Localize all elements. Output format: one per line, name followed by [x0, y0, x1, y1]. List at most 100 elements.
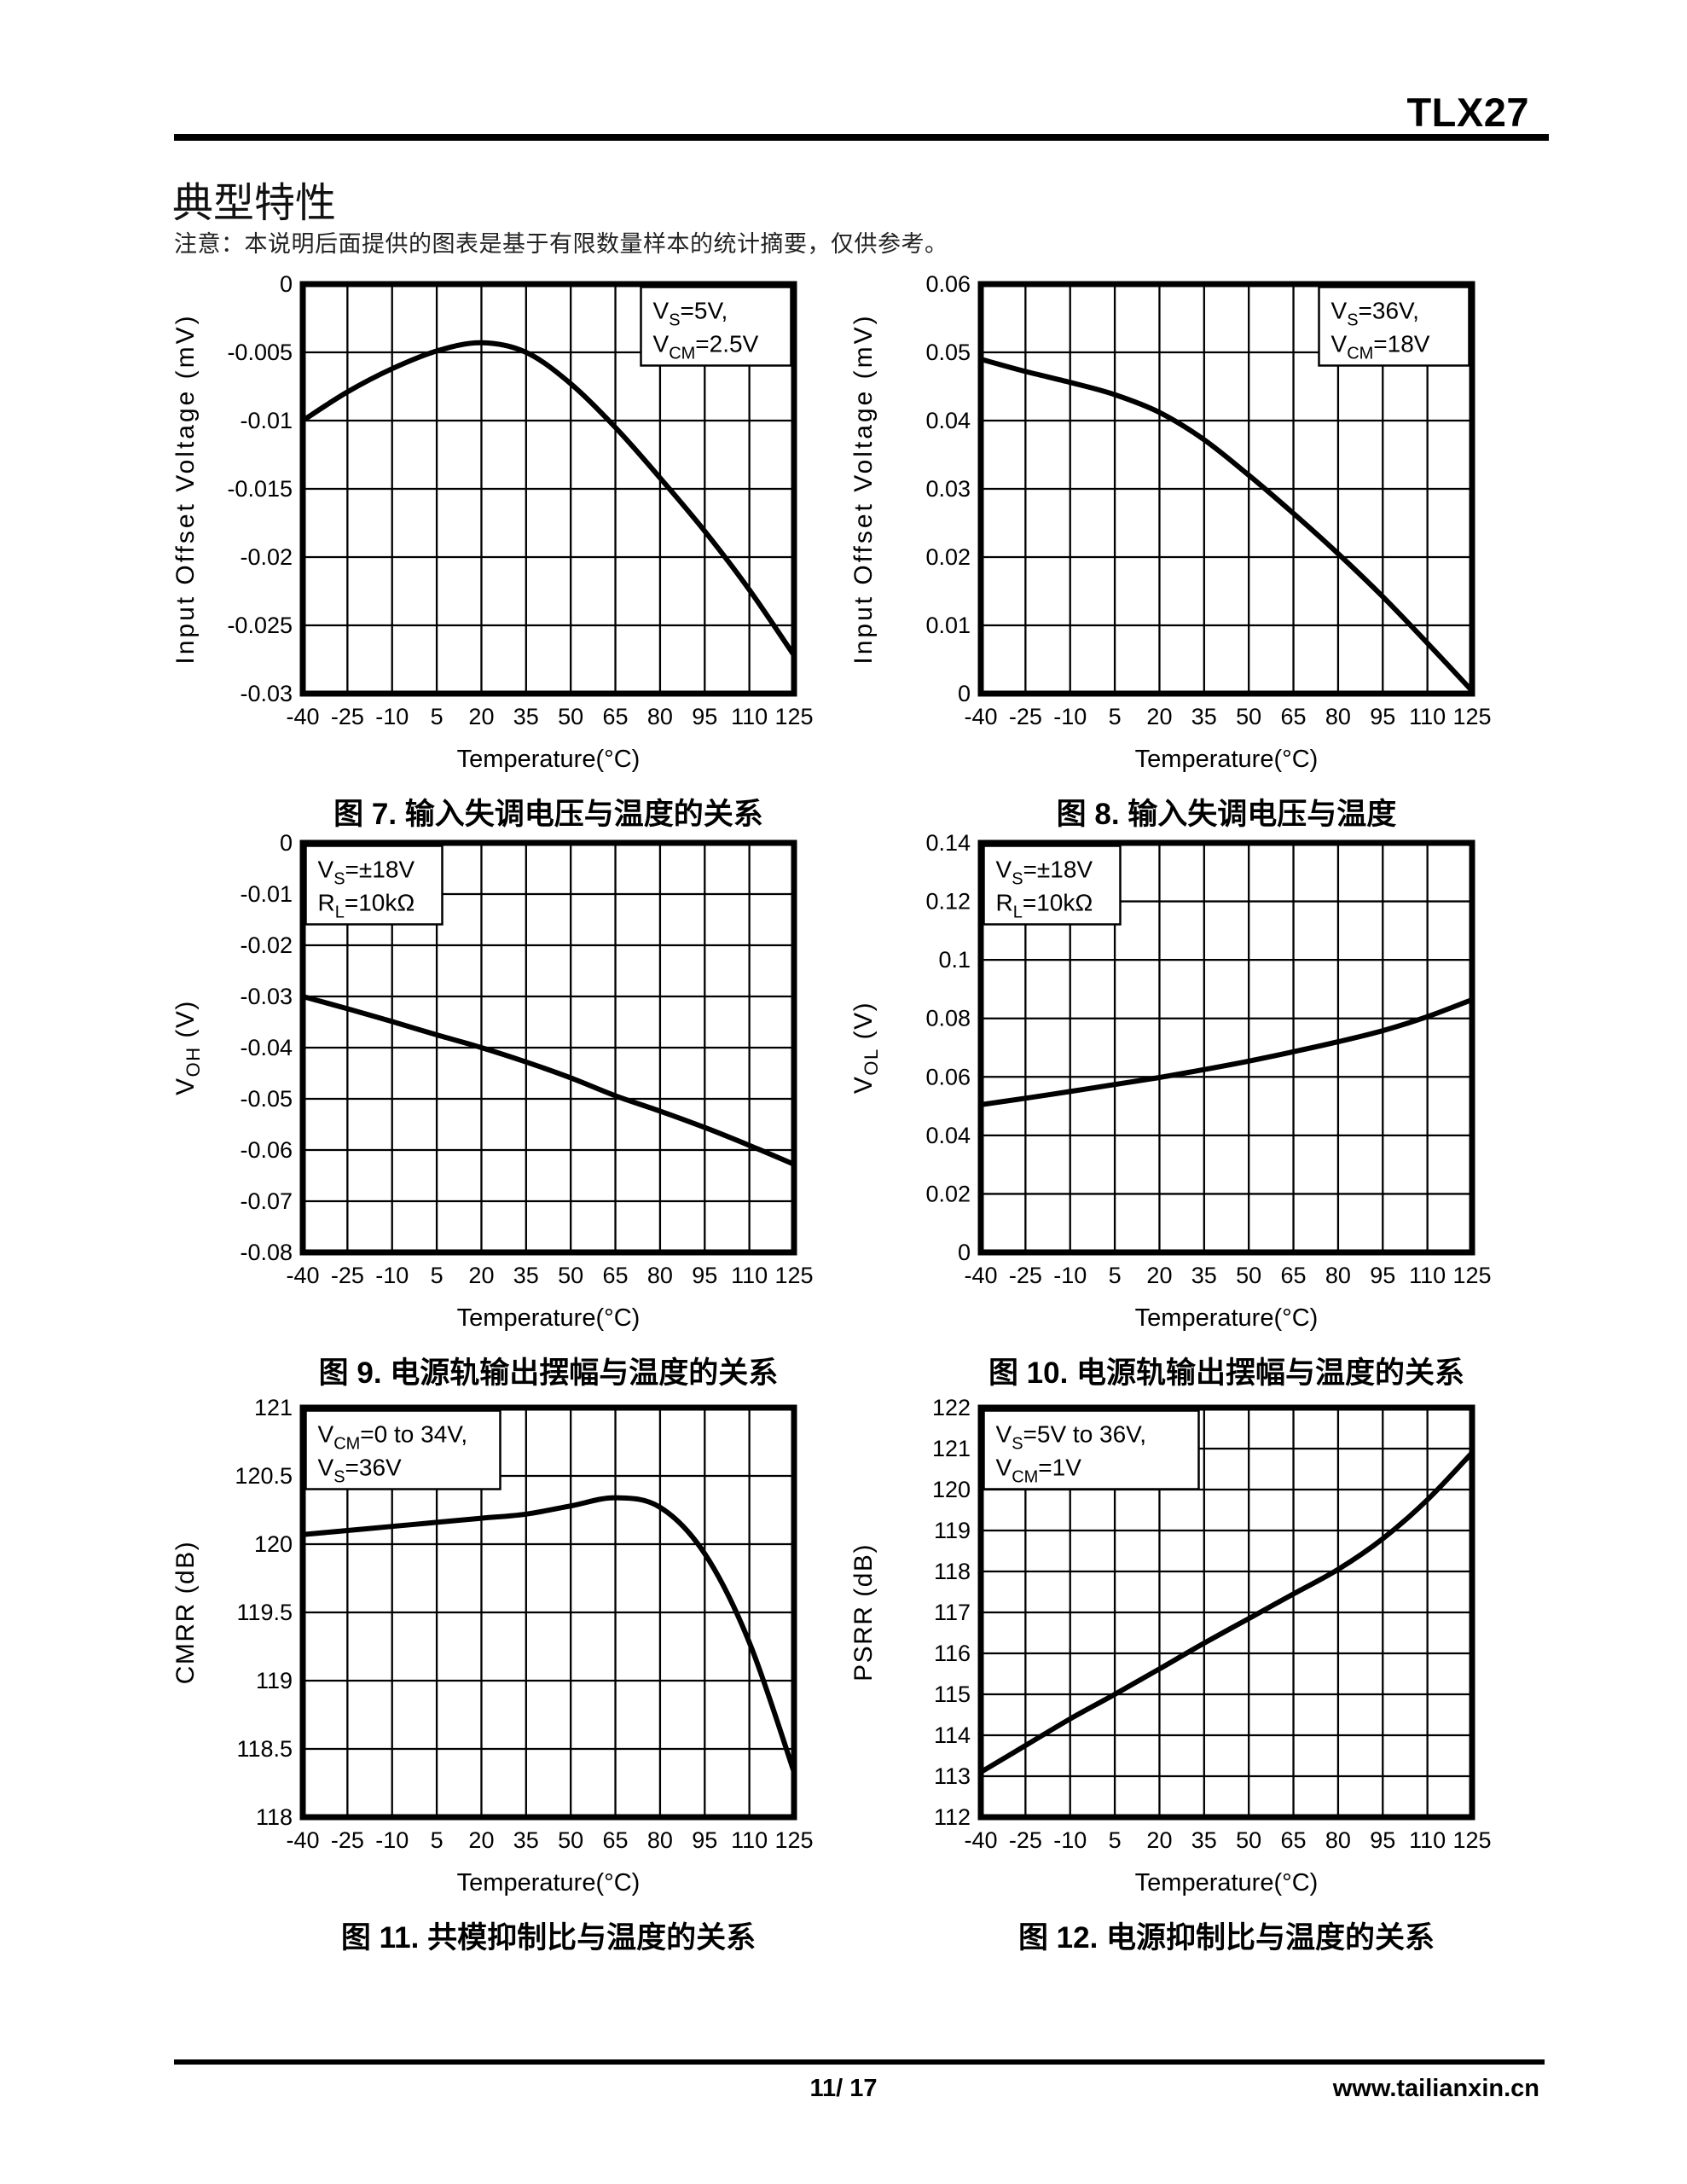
svg-text:0.1: 0.1	[938, 947, 971, 973]
svg-text:95: 95	[1370, 1263, 1395, 1288]
svg-text:-25: -25	[331, 1827, 364, 1853]
figure-caption: 图 10. 电源轨输出摆幅与温度的关系	[988, 1356, 1464, 1390]
svg-text:65: 65	[603, 1827, 629, 1853]
svg-text:-40: -40	[964, 1263, 997, 1288]
svg-text:95: 95	[1370, 704, 1395, 729]
conditions-box: VS=36V,VCM=18V	[1318, 286, 1470, 367]
figure-caption: 图 7. 输入失调电压与温度的关系	[333, 798, 763, 831]
svg-text:50: 50	[558, 1827, 583, 1853]
chart-fig7: VS=5V,VCM=2.5V 0 -0.005 -0.01 -0.015 -0.02 -0.…	[171, 271, 814, 831]
svg-text:20: 20	[468, 704, 494, 729]
svg-text:35: 35	[513, 1263, 539, 1288]
svg-text:80: 80	[1325, 1827, 1351, 1853]
svg-text:0.14: 0.14	[925, 830, 971, 856]
svg-text:80: 80	[1325, 704, 1351, 729]
x-tick-labels: -40 -25 -10 5 20 35 50 65 80 95 110 125	[286, 1827, 813, 1853]
plot-border	[299, 281, 797, 697]
svg-text:-40: -40	[286, 1827, 319, 1853]
svg-text:0.05: 0.05	[925, 340, 971, 365]
condition-line: VS=±18V	[318, 857, 415, 889]
svg-text:65: 65	[1281, 1263, 1307, 1288]
condition-line: VS=5V,	[653, 298, 728, 330]
svg-text:119: 119	[934, 1518, 971, 1543]
condition-line: RL=10kΩ	[996, 890, 1093, 922]
footer-rule	[174, 2059, 1545, 2065]
chart-fig12: VS=5V to 36V,VCM=1V 122 121 120 119 118 117 116…	[849, 1395, 1492, 1955]
y-tick-labels: 0 -0.01 -0.02 -0.03 -0.04 -0.05 -0.06 -0.07 -0.0…	[240, 830, 293, 1265]
condition-line: VS=±18V	[996, 857, 1093, 889]
svg-text:125: 125	[1452, 704, 1491, 729]
svg-text:-0.05: -0.05	[240, 1086, 293, 1112]
svg-text:113: 113	[934, 1763, 971, 1789]
svg-text:0.04: 0.04	[925, 408, 971, 433]
svg-text:-0.02: -0.02	[240, 932, 293, 958]
svg-text:-25: -25	[1009, 1263, 1042, 1288]
svg-text:35: 35	[1191, 1263, 1217, 1288]
svg-text:-0.03: -0.03	[240, 984, 293, 1009]
svg-text:0: 0	[958, 1240, 971, 1265]
svg-text:-0.03: -0.03	[240, 681, 293, 706]
page-number: 11/ 17	[809, 2075, 878, 2102]
svg-text:80: 80	[647, 1827, 673, 1853]
condition-line: VS=5V to 36V,	[996, 1421, 1147, 1454]
x-tick-labels: -40 -25 -10 5 20 35 50 65 80 95 110 125	[286, 1263, 813, 1288]
svg-text:65: 65	[1281, 704, 1307, 729]
svg-text:-40: -40	[286, 704, 319, 729]
svg-text:119.5: 119.5	[236, 1600, 293, 1625]
svg-text:35: 35	[513, 1827, 539, 1853]
svg-text:-0.04: -0.04	[240, 1035, 293, 1060]
figure-caption: 图 11. 共模抑制比与温度的关系	[341, 1921, 756, 1955]
website-url: www.tailianxin.cn	[1332, 2075, 1539, 2102]
condition-line: RL=10kΩ	[318, 890, 415, 922]
condition-line: VCM=18V	[1331, 331, 1430, 363]
svg-text:5: 5	[1109, 1827, 1122, 1853]
y-axis-title: VOH (V)	[171, 1000, 204, 1095]
svg-text:35: 35	[1191, 704, 1217, 729]
svg-text:120: 120	[932, 1477, 971, 1502]
y-axis-title: Input Offset Voltage (mV)	[849, 313, 878, 664]
svg-text:118.5: 118.5	[236, 1736, 293, 1762]
section-title: 典型特性	[172, 181, 337, 226]
y-tick-labels: 121 120.5 120 119.5 119 118.5 118	[235, 1395, 293, 1830]
svg-text:65: 65	[1281, 1827, 1307, 1853]
svg-text:-0.02: -0.02	[240, 544, 293, 570]
svg-text:117: 117	[934, 1600, 971, 1625]
section-note: 注意：本说明后面提供的图表是基于有限数量样本的统计摘要，仅供参考。	[174, 231, 948, 257]
svg-text:-25: -25	[1009, 704, 1042, 729]
svg-text:80: 80	[647, 1263, 673, 1288]
svg-text:20: 20	[1146, 704, 1172, 729]
svg-text:0.01: 0.01	[925, 613, 971, 638]
plot-border	[977, 281, 1475, 697]
conditions-box: VS=5V to 36V,VCM=1V	[983, 1409, 1200, 1490]
svg-text:0: 0	[280, 271, 293, 297]
svg-text:50: 50	[1236, 1263, 1261, 1288]
svg-text:110: 110	[1409, 704, 1446, 729]
svg-text:-0.025: -0.025	[227, 613, 293, 638]
svg-text:-0.07: -0.07	[240, 1188, 293, 1214]
svg-text:5: 5	[431, 704, 443, 729]
svg-text:-40: -40	[964, 1827, 997, 1853]
svg-text:80: 80	[647, 704, 673, 729]
x-axis-title: Temperature(°C)	[457, 1304, 641, 1332]
svg-text:80: 80	[1325, 1263, 1351, 1288]
svg-text:114: 114	[934, 1722, 971, 1748]
svg-text:121: 121	[254, 1395, 293, 1420]
svg-text:-0.06: -0.06	[240, 1137, 293, 1163]
svg-text:5: 5	[431, 1263, 443, 1288]
svg-text:-40: -40	[964, 704, 997, 729]
svg-text:-10: -10	[375, 1263, 409, 1288]
y-tick-labels: 0.06 0.05 0.04 0.03 0.02 0.01 0	[925, 271, 971, 706]
y-axis-title: CMRR (dB)	[171, 1541, 200, 1685]
svg-text:0.04: 0.04	[925, 1123, 971, 1148]
x-axis-title: Temperature(°C)	[457, 1869, 641, 1896]
svg-text:0.06: 0.06	[925, 271, 971, 297]
x-axis-title: Temperature(°C)	[457, 746, 641, 773]
plot-border	[299, 1404, 797, 1821]
condition-line: VCM=1V	[996, 1455, 1082, 1487]
svg-text:125: 125	[774, 1263, 813, 1288]
svg-text:35: 35	[513, 704, 539, 729]
svg-text:-0.01: -0.01	[240, 881, 293, 907]
svg-text:115: 115	[934, 1682, 971, 1707]
